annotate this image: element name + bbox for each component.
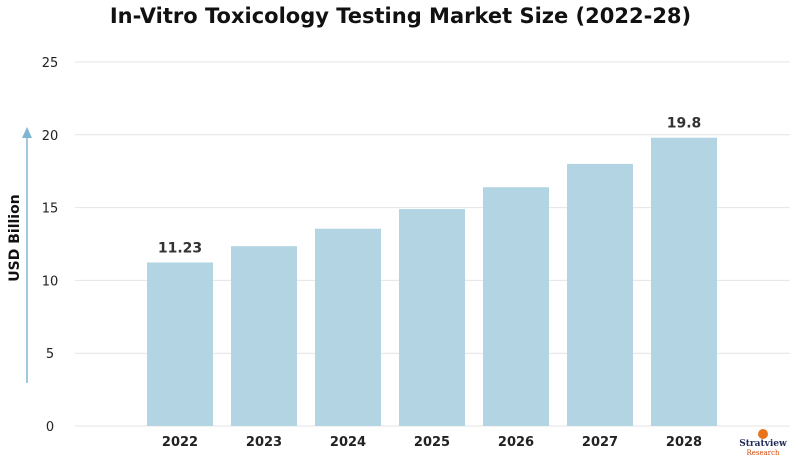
- logo-mark-icon: [758, 429, 768, 439]
- y-tick-label: 0: [46, 420, 54, 435]
- bar: [231, 246, 297, 426]
- logo-text-top: Stratview: [739, 439, 787, 449]
- bar: [399, 209, 465, 426]
- bar: [651, 137, 717, 426]
- y-tick-label: 5: [46, 347, 54, 362]
- y-axis-arrow-head-icon: [22, 127, 32, 138]
- data-label: 19.8: [667, 116, 702, 132]
- y-tick-label: 20: [42, 129, 59, 144]
- bar: [567, 163, 633, 427]
- x-tick-label: 2028: [666, 435, 702, 450]
- bar: [315, 228, 381, 426]
- x-tick-label: 2022: [162, 435, 198, 450]
- x-tick-label: 2025: [414, 435, 450, 450]
- bar: [483, 187, 549, 426]
- y-axis-label: USD Billion: [7, 194, 23, 281]
- y-tick-label: 25: [42, 56, 59, 71]
- y-tick-label: 10: [42, 274, 59, 289]
- data-label: 11.23: [158, 240, 202, 256]
- chart-title: In-Vitro Toxicology Testing Market Size …: [109, 4, 692, 28]
- x-tick-label: 2026: [498, 435, 534, 450]
- x-tick-label: 2024: [330, 435, 366, 450]
- logo-text-bottom: Research: [746, 449, 780, 457]
- y-tick-label: 15: [42, 202, 59, 217]
- stratview-logo: Stratview Research: [735, 429, 791, 457]
- x-tick-label: 2027: [582, 435, 618, 450]
- x-tick-label: 2023: [246, 435, 282, 450]
- bar: [147, 262, 213, 426]
